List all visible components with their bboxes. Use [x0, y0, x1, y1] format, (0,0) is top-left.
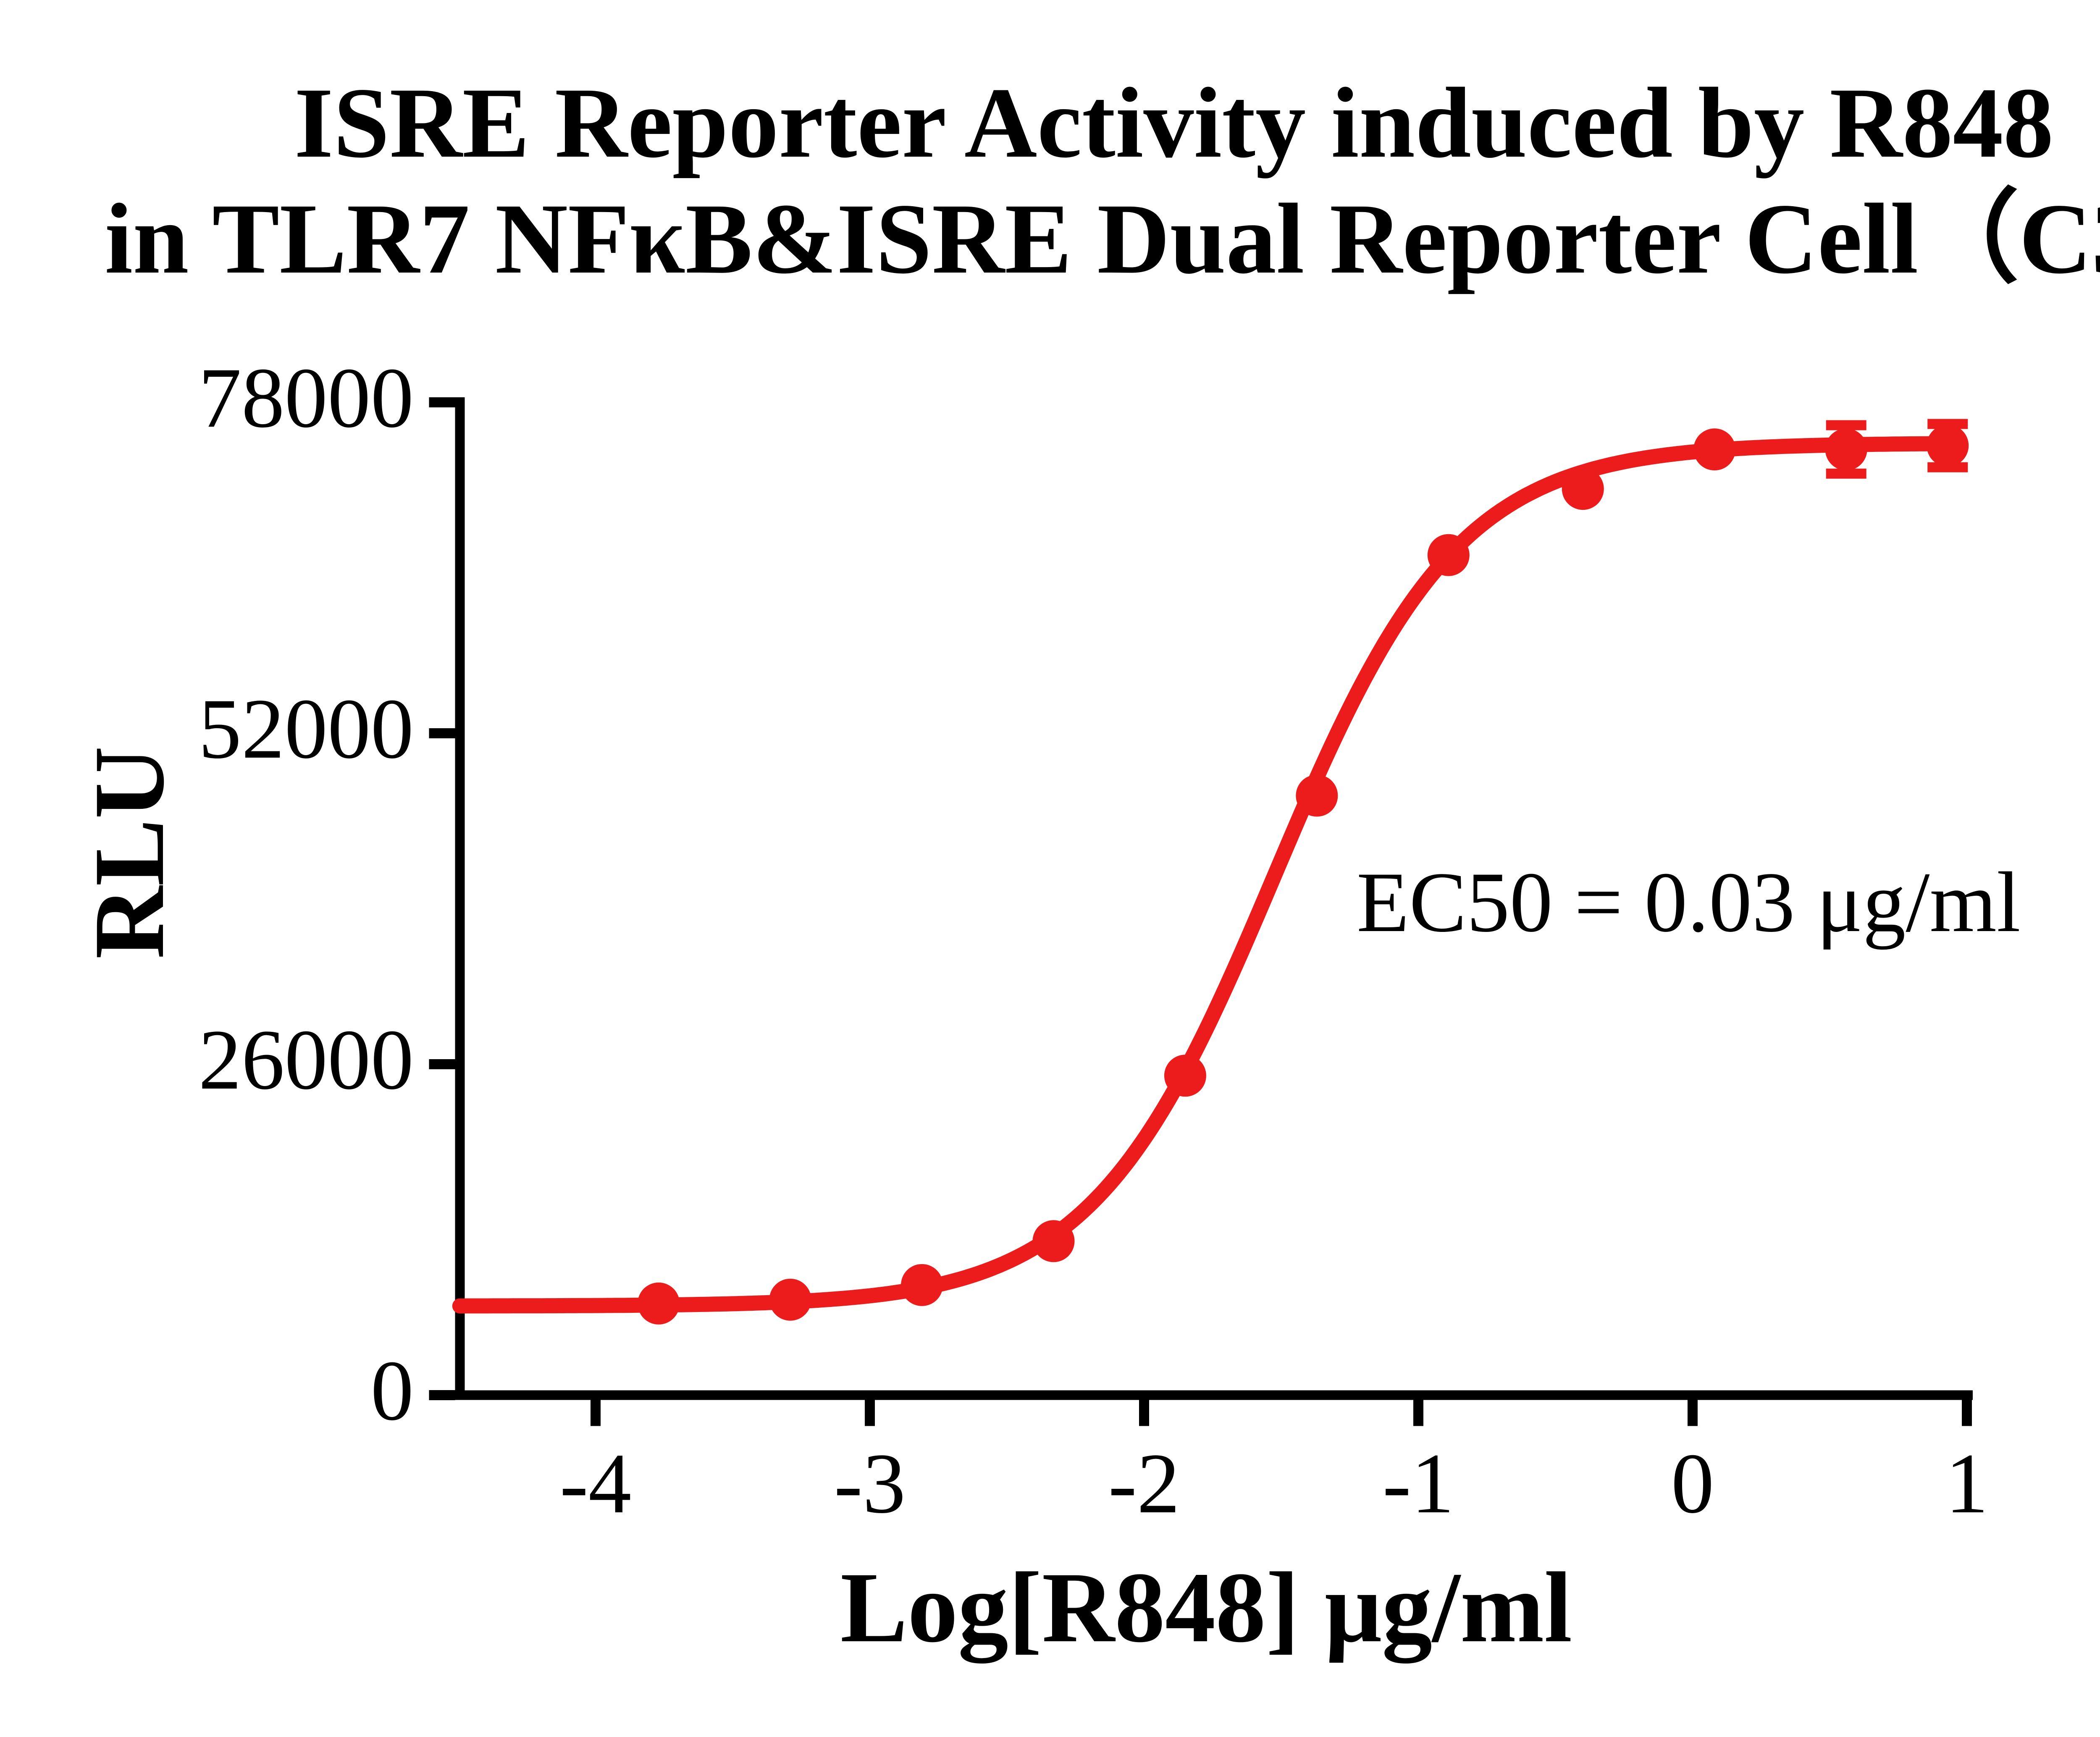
x-tick-label: 0	[1671, 1436, 1714, 1531]
y-tick-label: 52000	[198, 681, 414, 777]
data-point-marker	[1562, 468, 1604, 510]
data-point-marker	[1164, 1055, 1206, 1097]
data-point-marker	[1032, 1220, 1075, 1262]
x-tick-label: -2	[1108, 1436, 1180, 1531]
data-point-marker	[1927, 425, 1969, 467]
x-tick-label: -1	[1382, 1436, 1454, 1531]
data-point-marker	[769, 1278, 811, 1321]
data-point-marker	[1825, 428, 1867, 471]
x-axis-title: Log[R848] μg/ml	[840, 1551, 1572, 1663]
data-point-marker	[1296, 774, 1338, 817]
data-point-marker	[638, 1282, 680, 1325]
x-tick-label: -3	[834, 1436, 906, 1531]
y-tick-label: 0	[370, 1343, 414, 1438]
ec50-annotation: EC50 = 0.03 μg/ml	[1357, 855, 2021, 950]
data-point-marker	[1693, 428, 1736, 471]
chart-title-line-1: ISRE Reporter Activity induced by R848	[294, 67, 2054, 178]
x-tick-label: -4	[559, 1436, 632, 1531]
y-tick-label: 78000	[198, 350, 414, 446]
x-tick-label: 1	[1945, 1436, 1989, 1531]
chart-title-line-2: in TLR7 NFκB&ISRE Dual Reporter Cell（C3）	[105, 183, 2100, 294]
data-point-marker	[901, 1264, 943, 1306]
y-tick-label: 26000	[198, 1012, 414, 1107]
data-point-marker	[1427, 534, 1470, 576]
